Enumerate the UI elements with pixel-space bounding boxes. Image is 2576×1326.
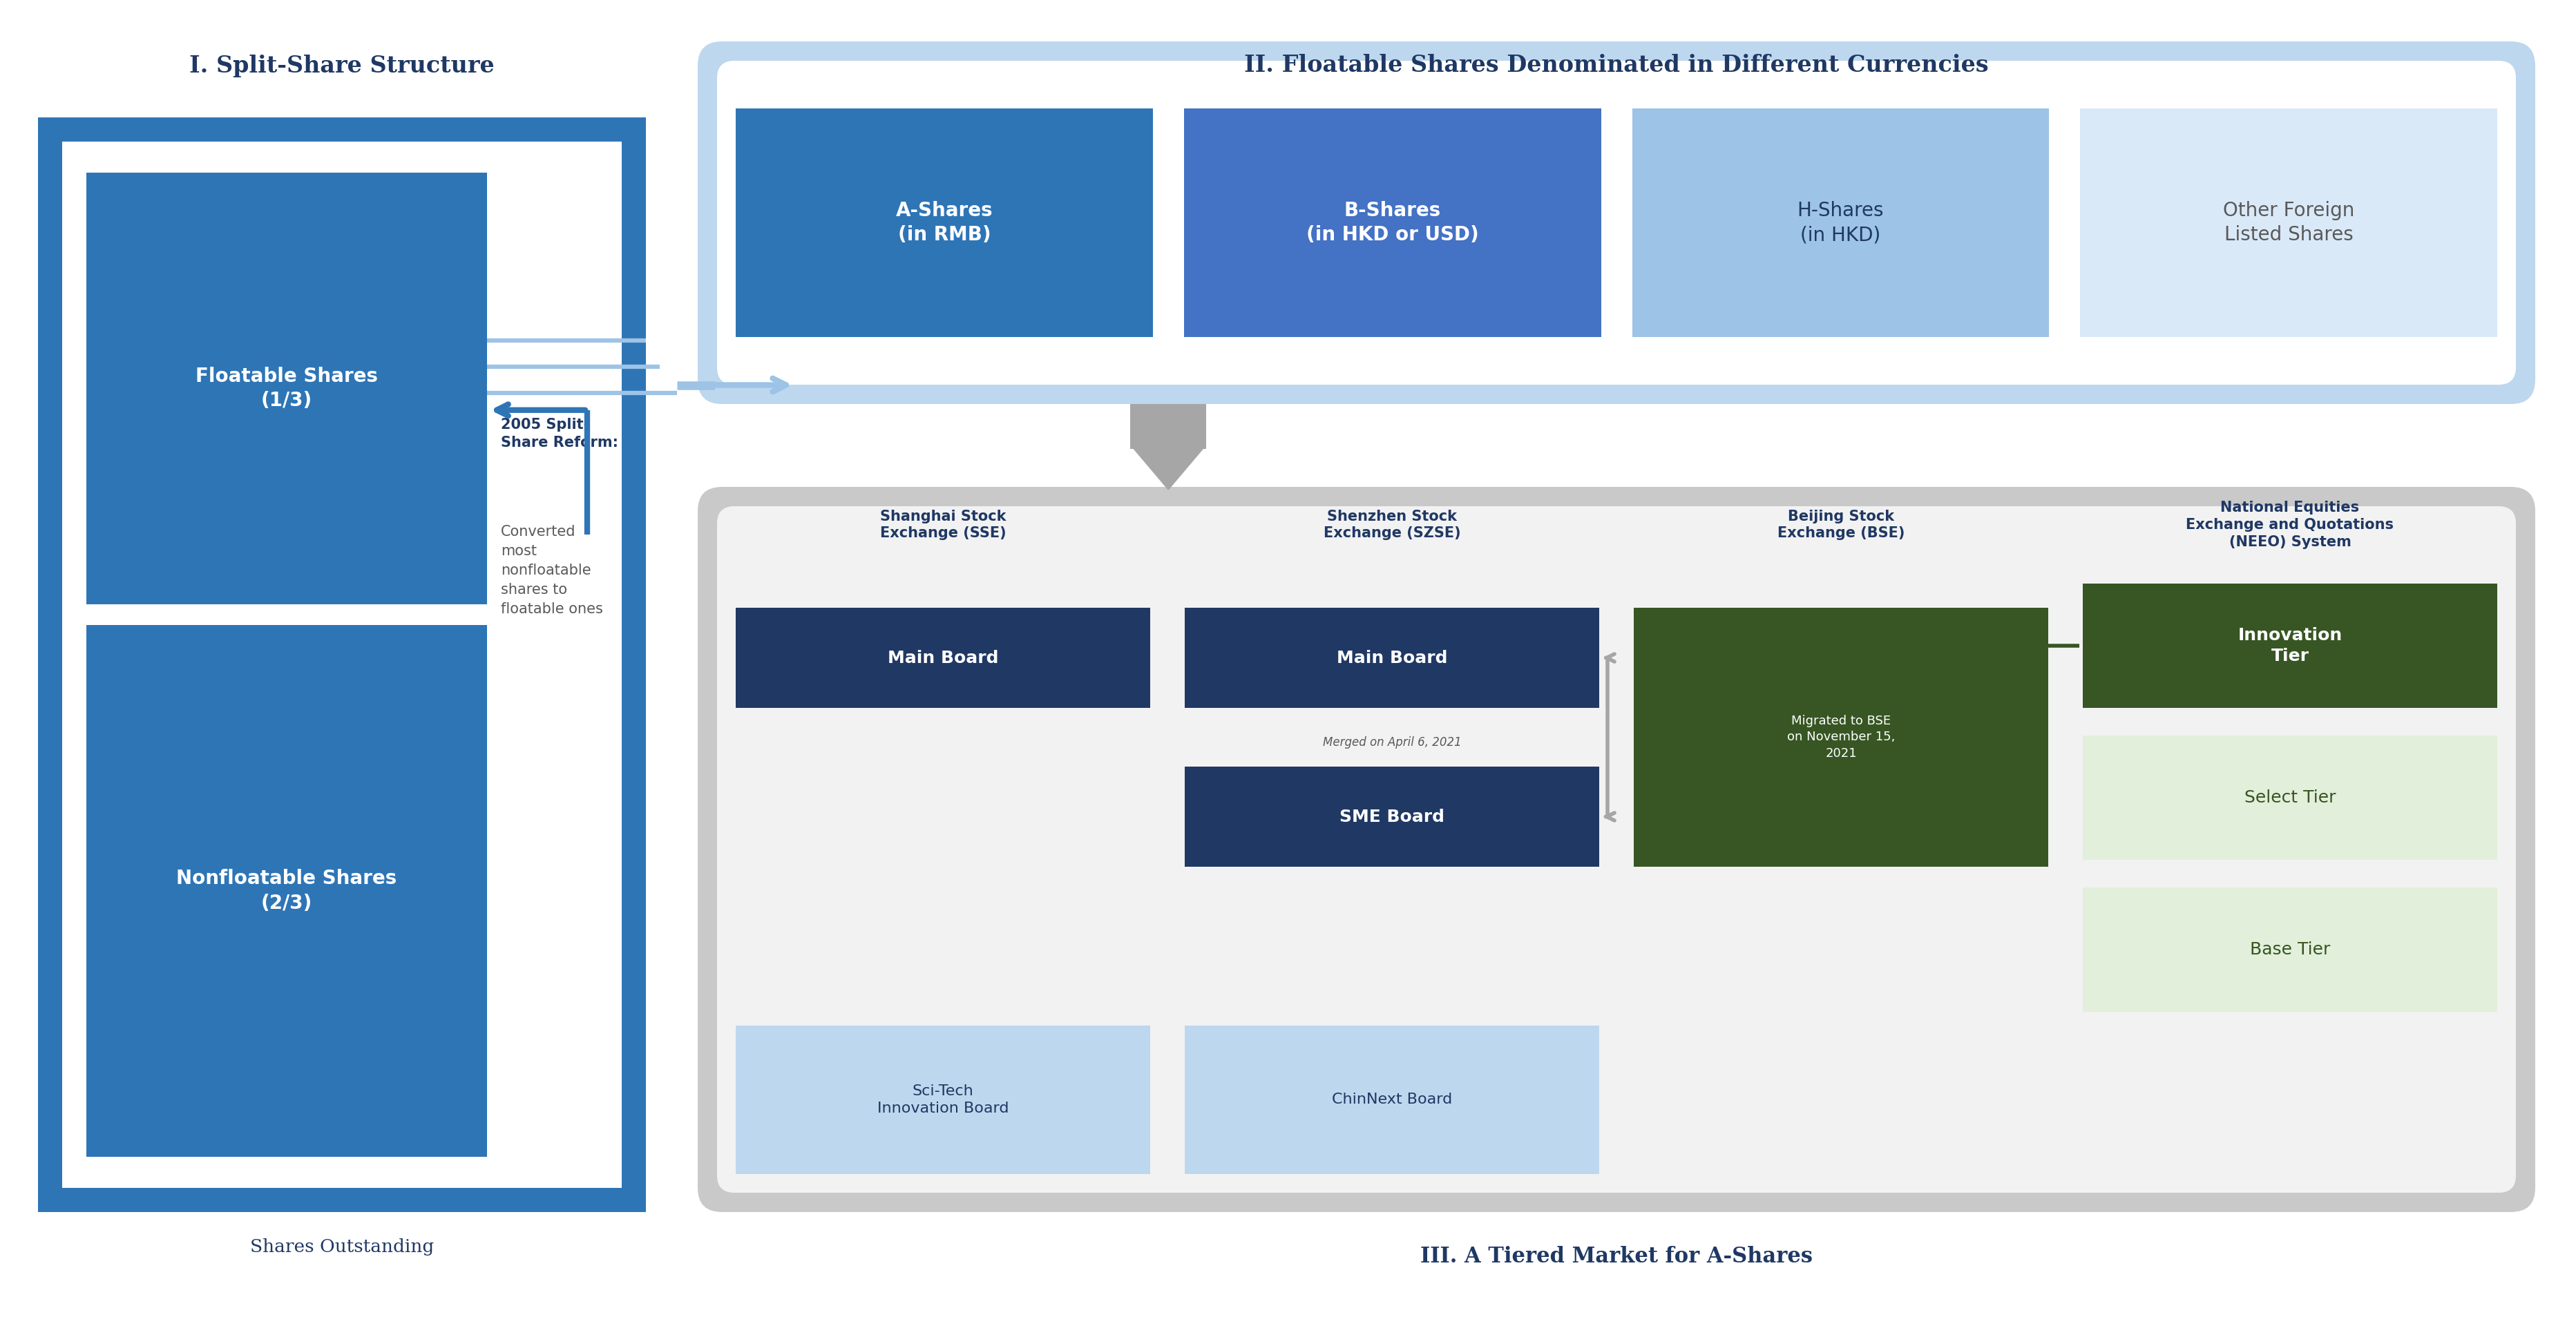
Bar bbox=[88, 172, 487, 605]
Text: Beijing Stock
Exchange (BSE): Beijing Stock Exchange (BSE) bbox=[1777, 509, 1904, 541]
Bar bbox=[2084, 736, 2496, 859]
Text: III. A Tiered Market for A-Shares: III. A Tiered Market for A-Shares bbox=[1419, 1246, 1814, 1268]
Text: Main Board: Main Board bbox=[889, 650, 999, 666]
Text: National Equities
Exchange and Quotations
(NEEO) System: National Equities Exchange and Quotation… bbox=[2187, 501, 2393, 549]
Text: I. Split-Share Structure: I. Split-Share Structure bbox=[191, 54, 495, 77]
Bar bbox=[1185, 766, 1600, 867]
Bar bbox=[737, 109, 1154, 337]
Bar bbox=[1131, 404, 1206, 450]
FancyBboxPatch shape bbox=[698, 41, 2535, 404]
Polygon shape bbox=[1131, 446, 1206, 491]
FancyBboxPatch shape bbox=[716, 61, 2517, 385]
Bar bbox=[2081, 109, 2496, 337]
Text: Floatable Shares
(1/3): Floatable Shares (1/3) bbox=[196, 366, 379, 411]
Bar bbox=[737, 607, 1151, 708]
Text: Main Board: Main Board bbox=[1337, 650, 1448, 666]
Text: Other Foreign
Listed Shares: Other Foreign Listed Shares bbox=[2223, 200, 2354, 245]
Bar bbox=[1185, 109, 1600, 337]
Text: 2005 Split-
Share Reform:: 2005 Split- Share Reform: bbox=[500, 418, 618, 450]
Text: Select Tier: Select Tier bbox=[2244, 789, 2336, 806]
Bar bbox=[1633, 109, 2048, 337]
Text: SME Board: SME Board bbox=[1340, 809, 1445, 825]
Bar bbox=[39, 118, 647, 1212]
Text: H-Shares
(in HKD): H-Shares (in HKD) bbox=[1798, 200, 1883, 245]
Text: Innovation
Tier: Innovation Tier bbox=[2239, 627, 2342, 664]
Bar bbox=[737, 1025, 1151, 1174]
Text: Nonfloatable Shares
(2/3): Nonfloatable Shares (2/3) bbox=[175, 869, 397, 912]
Text: Shenzhen Stock
Exchange (SZSE): Shenzhen Stock Exchange (SZSE) bbox=[1324, 509, 1461, 541]
FancyBboxPatch shape bbox=[716, 507, 2517, 1192]
Bar bbox=[2084, 887, 2496, 1012]
Text: ChinNext Board: ChinNext Board bbox=[1332, 1093, 1453, 1107]
Bar bbox=[1185, 607, 1600, 708]
Text: Base Tier: Base Tier bbox=[2249, 941, 2331, 957]
Text: Shares Outstanding: Shares Outstanding bbox=[250, 1238, 433, 1256]
Text: B-Shares
(in HKD or USD): B-Shares (in HKD or USD) bbox=[1306, 200, 1479, 245]
Bar bbox=[2084, 583, 2496, 708]
Text: Merged on April 6, 2021: Merged on April 6, 2021 bbox=[1321, 736, 1461, 749]
Text: Migrated to BSE
on November 15,
2021: Migrated to BSE on November 15, 2021 bbox=[1788, 715, 1896, 760]
Text: Sci-Tech
Innovation Board: Sci-Tech Innovation Board bbox=[878, 1085, 1010, 1115]
FancyBboxPatch shape bbox=[698, 487, 2535, 1212]
Bar bbox=[1633, 607, 2048, 867]
Bar bbox=[88, 625, 487, 1156]
Text: Shanghai Stock
Exchange (SSE): Shanghai Stock Exchange (SSE) bbox=[881, 509, 1007, 541]
Text: A-Shares
(in RMB): A-Shares (in RMB) bbox=[896, 200, 992, 245]
Text: II. Floatable Shares Denominated in Different Currencies: II. Floatable Shares Denominated in Diff… bbox=[1244, 54, 1989, 77]
Bar bbox=[1185, 1025, 1600, 1174]
Text: Converted
most
nonfloatable
shares to
floatable ones: Converted most nonfloatable shares to fl… bbox=[500, 525, 603, 617]
Bar bbox=[62, 142, 621, 1188]
